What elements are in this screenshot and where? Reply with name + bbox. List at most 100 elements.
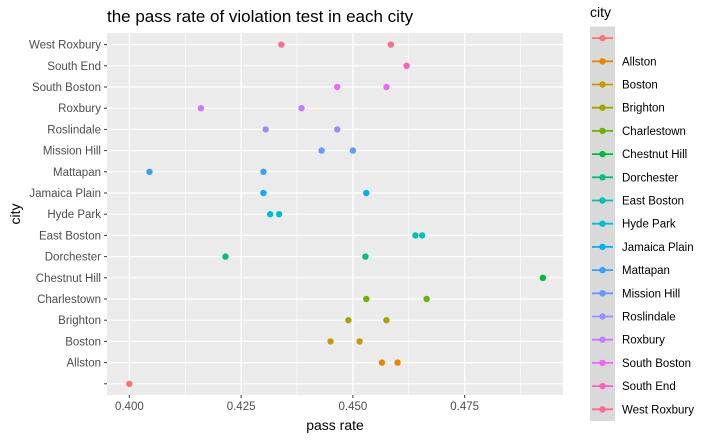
legend: Allston Boston Brighton Charlestown Chestnut…	[590, 26, 694, 421]
y-tick-label: Boston	[65, 336, 101, 348]
legend-label: Boston	[622, 80, 658, 92]
data-point	[260, 168, 267, 175]
legend-label: East Boston	[622, 196, 684, 208]
legend-key-point	[599, 81, 606, 88]
y-tick-label: South Boston	[32, 82, 101, 94]
y-tick-label: Hyde Park	[47, 209, 101, 221]
y-tick-label: South End	[47, 61, 101, 73]
legend-label: Brighton	[622, 103, 665, 115]
data-point	[260, 189, 267, 197]
data-point	[387, 41, 395, 48]
y-tick-label: East Boston	[39, 230, 101, 242]
legend-label: South End	[622, 381, 676, 393]
y-tick-label: West Roxbury	[29, 40, 101, 52]
legend-key-point	[599, 406, 606, 413]
legend-key-point	[599, 197, 606, 204]
legend-key-point	[599, 104, 606, 111]
data-point	[327, 338, 334, 345]
y-tick-label: Dorchester	[45, 252, 101, 264]
grid-lines	[107, 33, 563, 395]
legend-item: South End	[592, 381, 676, 393]
legend-label: Roslindale	[622, 312, 676, 324]
legend-key-point	[599, 359, 606, 367]
x-axis-ticks: 0.400 0.425 0.450 0.475	[115, 395, 479, 413]
legend-label: West Roxbury	[622, 404, 694, 416]
data-point	[318, 147, 325, 154]
legend-key-point	[599, 266, 606, 274]
legend-key-point	[599, 290, 606, 297]
y-tick-label: Allston	[66, 358, 101, 370]
legend-item: Jamaica Plain	[592, 242, 694, 254]
y-axis-title: city	[7, 204, 23, 225]
legend-title: city	[590, 4, 611, 20]
data-point	[362, 253, 369, 260]
legend-item: Charlestown	[592, 126, 686, 138]
x-tick-label: 0.475	[450, 401, 479, 413]
legend-item	[592, 34, 613, 42]
data-point	[197, 105, 205, 112]
legend-item: Allston	[592, 56, 657, 68]
legend-label: Allston	[622, 56, 657, 68]
legend-key-point	[599, 336, 606, 343]
legend-key-point	[599, 313, 606, 320]
data-point	[539, 274, 547, 281]
legend-label: Charlestown	[622, 126, 686, 138]
data-point	[356, 338, 363, 345]
data-point	[383, 83, 390, 91]
y-axis-ticks: Allston Boston Brighton Charlestown Chestnut…	[29, 40, 107, 385]
legend-label: Hyde Park	[622, 219, 676, 231]
legend-label: Dorchester	[622, 172, 678, 184]
data-point	[298, 105, 305, 112]
legend-label: Chestnut Hill	[622, 149, 687, 161]
data-point	[126, 380, 133, 387]
data-point	[363, 189, 370, 197]
legend-key-point	[599, 220, 606, 227]
x-tick-label: 0.400	[115, 401, 144, 413]
legend-item: Hyde Park	[592, 219, 676, 231]
y-tick-label: Chestnut Hill	[36, 273, 101, 285]
y-tick-label: Roxbury	[58, 103, 101, 115]
legend-item: Mattapan	[592, 265, 670, 277]
data-point	[383, 317, 390, 324]
data-point	[418, 232, 426, 239]
data-points	[126, 41, 547, 387]
legend-item: Brighton	[592, 103, 665, 115]
legend-item: South Boston	[592, 358, 691, 370]
data-point	[378, 359, 386, 366]
data-point	[412, 232, 419, 239]
data-point	[334, 83, 341, 91]
y-tick-label: Mission Hill	[43, 146, 101, 158]
legend-key-point	[599, 174, 606, 181]
data-point	[222, 253, 229, 260]
y-tick-label: Roslindale	[47, 124, 101, 136]
legend-label: South Boston	[622, 358, 691, 370]
x-tick-label: 0.450	[338, 401, 367, 413]
data-point	[394, 359, 401, 366]
legend-key-point	[599, 34, 606, 42]
legend-key-point	[599, 127, 606, 135]
y-tick-label: Mattapan	[53, 167, 101, 179]
data-point	[278, 41, 285, 48]
legend-key-point	[599, 150, 606, 158]
y-tick-label: Brighton	[58, 315, 101, 327]
data-point	[349, 147, 357, 154]
x-tick-label: 0.425	[227, 401, 256, 413]
y-tick-label: Jamaica Plain	[29, 188, 101, 200]
legend-label: Jamaica Plain	[622, 242, 694, 254]
x-axis-title: pass rate	[306, 417, 364, 433]
legend-item: Chestnut Hill	[592, 149, 687, 161]
y-tick-label: Charlestown	[37, 294, 101, 306]
legend-label: Roxbury	[622, 335, 665, 347]
legend-item: West Roxbury	[592, 404, 694, 416]
data-point	[262, 126, 269, 133]
data-point	[403, 62, 410, 69]
data-point	[423, 295, 430, 303]
chart-title: the pass rate of violation test in each …	[107, 7, 414, 26]
legend-key-point	[599, 243, 606, 251]
legend-item: Dorchester	[592, 172, 678, 184]
data-point	[266, 211, 274, 218]
legend-key-point	[599, 58, 606, 65]
legend-label: Mattapan	[622, 265, 670, 277]
legend-key-point	[599, 382, 606, 390]
